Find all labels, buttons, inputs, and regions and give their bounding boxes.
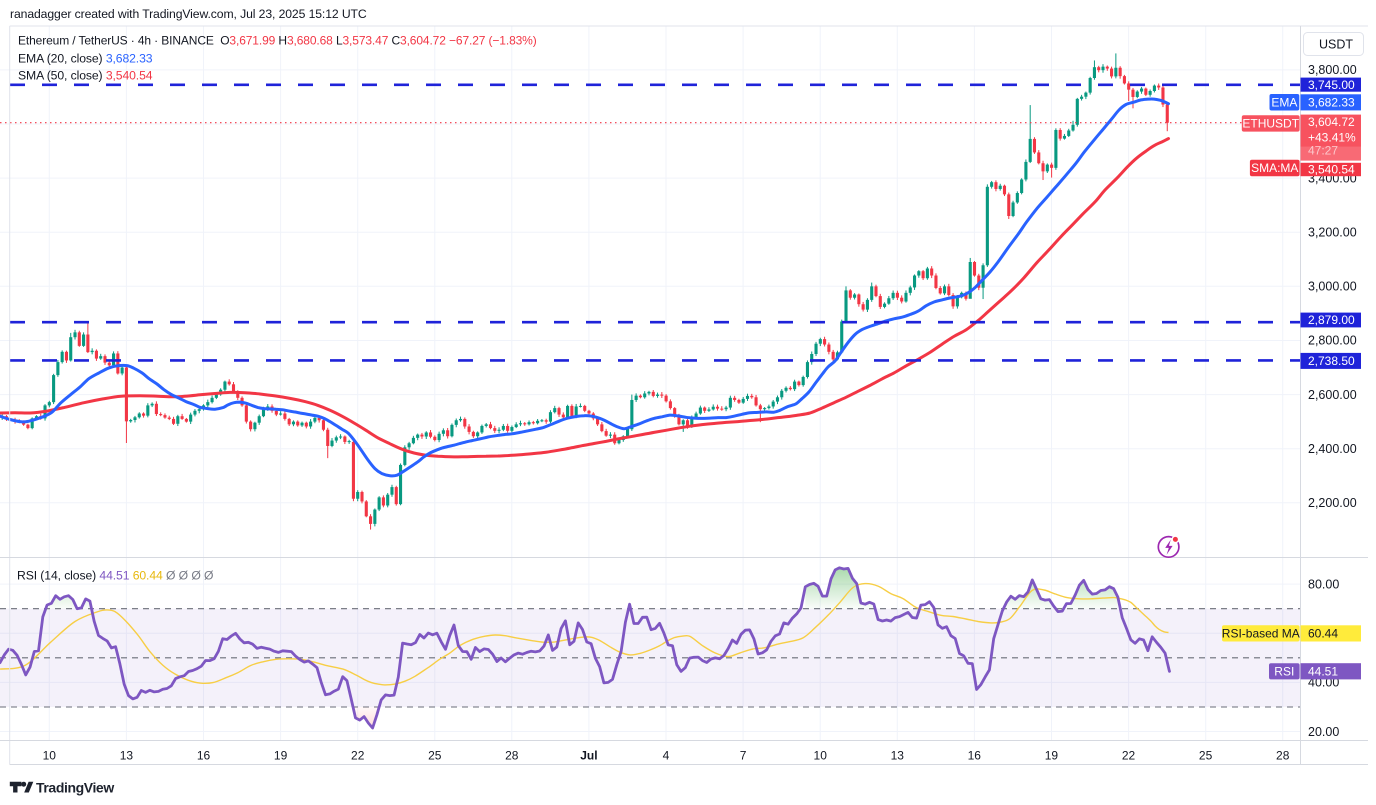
svg-text:28: 28 xyxy=(505,749,519,763)
svg-text:2,738.50: 2,738.50 xyxy=(1308,354,1355,368)
svg-text:3,682.33: 3,682.33 xyxy=(1308,96,1355,110)
svg-text:28: 28 xyxy=(1276,749,1290,763)
svg-text:Jul: Jul xyxy=(580,749,597,763)
svg-text:25: 25 xyxy=(1199,749,1213,763)
svg-text:EMA: EMA xyxy=(1271,96,1297,110)
svg-text:25: 25 xyxy=(428,749,442,763)
svg-text:3,745.00: 3,745.00 xyxy=(1308,78,1355,92)
svg-text:22: 22 xyxy=(351,749,365,763)
svg-text:2,800.00: 2,800.00 xyxy=(1308,334,1357,348)
svg-text:19: 19 xyxy=(274,749,288,763)
svg-text:TradingView: TradingView xyxy=(36,780,114,796)
svg-text:47:27: 47:27 xyxy=(1308,143,1338,157)
svg-text:RSI (14, close) 44.51 60.44: RSI (14, close) 44.51 60.44 Ø Ø Ø Ø xyxy=(17,569,214,583)
svg-text:3,000.00: 3,000.00 xyxy=(1308,280,1357,294)
svg-text:RSI: RSI xyxy=(1274,665,1294,679)
svg-text:13: 13 xyxy=(891,749,905,763)
svg-text:2,400.00: 2,400.00 xyxy=(1308,442,1357,456)
svg-text:3,800.00: 3,800.00 xyxy=(1308,63,1357,77)
svg-text:ranadagger created with Tradin: ranadagger created with TradingView.com,… xyxy=(10,7,367,21)
svg-text:7: 7 xyxy=(740,749,747,763)
svg-text:4: 4 xyxy=(663,749,670,763)
svg-text:Ethereum / TetherUS · 4h · BIN: Ethereum / TetherUS · 4h · BINANCE O3,67… xyxy=(18,34,537,48)
svg-text:19: 19 xyxy=(1045,749,1059,763)
svg-text:2,600.00: 2,600.00 xyxy=(1308,388,1357,402)
svg-text:13: 13 xyxy=(120,749,134,763)
svg-text:SMA (50, close) 3,540.54: SMA (50, close) 3,540.54 xyxy=(18,69,153,83)
svg-text:60.44: 60.44 xyxy=(1308,627,1338,641)
svg-text:SMA:MA: SMA:MA xyxy=(1251,161,1298,175)
svg-text:EMA (20, close) 3,682.33: EMA (20, close) 3,682.33 xyxy=(18,52,153,66)
svg-text:20.00: 20.00 xyxy=(1308,725,1339,739)
svg-text:10: 10 xyxy=(814,749,828,763)
svg-text:10: 10 xyxy=(43,749,57,763)
svg-text:2,879.00: 2,879.00 xyxy=(1308,313,1355,327)
svg-text:16: 16 xyxy=(197,749,211,763)
svg-text:+43.41%: +43.41% xyxy=(1308,130,1356,144)
svg-text:RSI-based MA: RSI-based MA xyxy=(1222,627,1300,641)
svg-text:3,200.00: 3,200.00 xyxy=(1308,225,1357,239)
svg-text:2,200.00: 2,200.00 xyxy=(1308,496,1357,510)
svg-text:USDT: USDT xyxy=(1319,38,1353,52)
svg-text:22: 22 xyxy=(1122,749,1136,763)
svg-text:16: 16 xyxy=(968,749,982,763)
svg-text:3,540.54: 3,540.54 xyxy=(1308,163,1355,177)
svg-text:80.00: 80.00 xyxy=(1308,577,1339,591)
svg-text:44.51: 44.51 xyxy=(1308,665,1338,679)
svg-text:3,604.72: 3,604.72 xyxy=(1308,115,1355,129)
svg-text:ETHUSDT: ETHUSDT xyxy=(1242,117,1299,131)
